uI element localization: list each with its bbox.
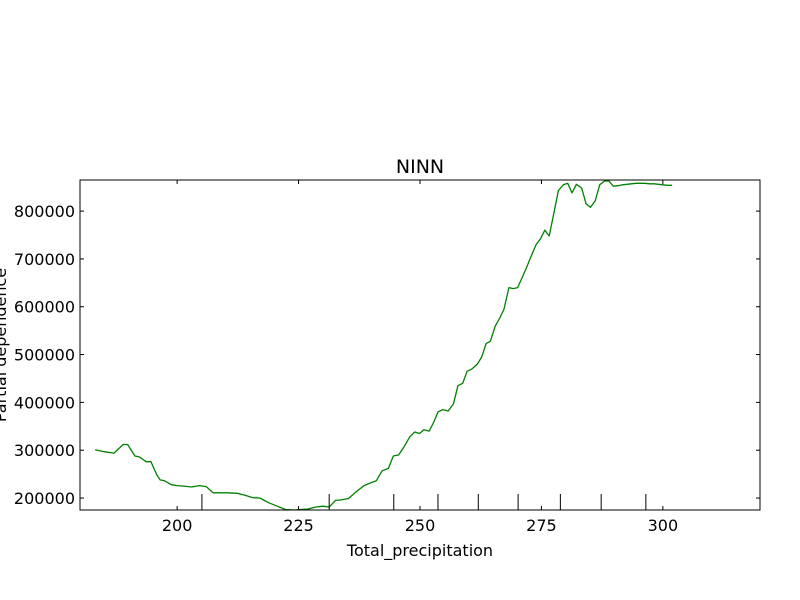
series-line-0 <box>94 180 673 510</box>
y-tick-label: 700000 <box>14 250 75 269</box>
y-tick-label: 400000 <box>14 393 75 412</box>
plot-frame <box>79 179 761 511</box>
series-layer <box>94 180 673 510</box>
chart-title: NINN <box>396 156 444 178</box>
x-tick-label: 250 <box>405 516 436 535</box>
y-tick-label: 500000 <box>14 346 75 365</box>
tick-layer: 200 225 250 275 300 200000 300000 400000 500000 6… <box>14 180 760 535</box>
y-tick-label: 200000 <box>14 489 75 508</box>
rug-layer <box>201 494 647 510</box>
y-tick-label: 800000 <box>14 202 75 221</box>
y-tick-label: 300000 <box>14 441 75 460</box>
x-tick-label: 225 <box>283 516 314 535</box>
x-tick-label: 275 <box>526 516 557 535</box>
x-tick-label: 200 <box>162 516 193 535</box>
y-axis-title: Partial dependence <box>0 268 10 422</box>
y-tick-label: 600000 <box>14 298 75 317</box>
x-tick-label: 300 <box>648 516 679 535</box>
x-axis-title: Total_precipitation <box>346 541 493 561</box>
